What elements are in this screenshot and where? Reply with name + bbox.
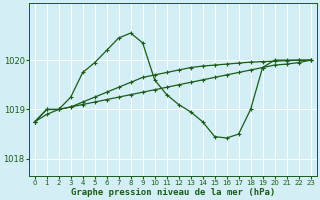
- X-axis label: Graphe pression niveau de la mer (hPa): Graphe pression niveau de la mer (hPa): [70, 188, 275, 197]
